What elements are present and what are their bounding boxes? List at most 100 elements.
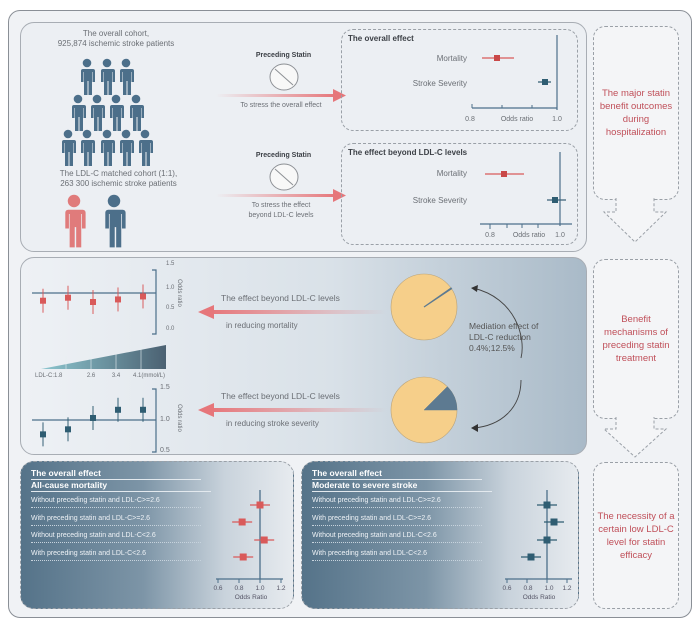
forest-row-label: Without preceding statin and LDL-C>=2.6	[312, 494, 482, 508]
ldl-label: LDL-C:1.8	[35, 373, 63, 379]
data-point	[239, 553, 247, 561]
br-subtitle: Moderate to severe stroke	[312, 480, 492, 492]
tick-min: 0.8	[465, 116, 475, 123]
side-text: The major statin benefit outcomes during…	[599, 88, 673, 138]
tick: 1.2	[276, 585, 286, 592]
row-stroke-severity: Stroke Severity	[412, 79, 467, 88]
tick: 0.8	[523, 585, 533, 592]
person-icon	[139, 129, 153, 166]
br-forest-plot	[505, 490, 572, 583]
person-icon	[120, 129, 134, 166]
mortality-mini-chart	[32, 269, 157, 335]
panel-mechanisms: 1.5 1.0 0.5 0.0 Odds ratio Odds ratio 1.…	[20, 257, 587, 455]
preceding-statin-label-2: Preceding Statin	[255, 152, 312, 159]
person-icon	[91, 94, 105, 131]
x-label: Odds ratio	[512, 232, 546, 239]
mortality-arrow	[211, 310, 386, 314]
person-icon	[120, 58, 134, 95]
forest-beyond-box: The effect beyond LDL-C levels Mortality…	[341, 143, 578, 245]
tick: 1.5	[166, 261, 175, 267]
top-arrow-caption: To stress the overall effect	[240, 102, 322, 109]
pill-icon	[269, 163, 299, 191]
panel-outcomes: The overall cohort, 925,874 ischemic str…	[20, 22, 587, 252]
ldl-label: 4.1(mmol/L)	[132, 373, 165, 379]
tick-max: 1.0	[555, 232, 565, 239]
tick: 1.0	[166, 285, 175, 291]
data-point	[65, 426, 71, 433]
mechanism-graphics	[32, 269, 523, 453]
data-point	[40, 297, 46, 304]
panel-moderate-severe-stroke: The overall effect Moderate to severe st…	[301, 461, 579, 609]
data-point	[238, 518, 246, 526]
severity-mini-chart	[32, 388, 157, 453]
top-arrow	[216, 63, 346, 102]
data-point	[543, 536, 551, 544]
point-mortality	[494, 55, 500, 61]
data-point	[90, 414, 96, 421]
forest-beyond-title: The effect beyond LDL-C levels	[348, 148, 468, 157]
forest-row-label: Without preceding statin and LDL-C<2.6	[31, 529, 201, 543]
mediation-label: Mediation effect of LDL-C reduction 0.4%…	[469, 321, 569, 354]
x-label: Odds Ratio	[522, 594, 556, 601]
x-label: Odds Ratio	[234, 594, 268, 601]
point-mortality	[501, 171, 507, 177]
data-point	[550, 518, 558, 526]
data-point	[256, 501, 264, 509]
side-box-mechanisms: Benefit mechanisms of preceding statin t…	[593, 259, 679, 419]
mort-ylabel: Odds ratio	[176, 279, 182, 307]
person-icon	[101, 129, 115, 166]
pie-slice	[423, 386, 458, 411]
data-point	[115, 406, 121, 413]
pie-mortality	[390, 273, 458, 341]
panel-all-cause-mortality: The overall effect All-cause mortality W…	[20, 461, 294, 609]
row-stroke-severity: Stroke Severity	[412, 196, 467, 205]
forest-row-label: With preceding statin and LDL-C<2.6	[312, 547, 482, 561]
forest-row-label: With preceding statin and LDL-C>=2.6	[312, 512, 482, 526]
forest-row-label: Without preceding statin and LDL-C>=2.6	[31, 494, 201, 508]
tick: 1.2	[562, 585, 572, 592]
tick: 0.0	[166, 326, 175, 332]
point-severity	[542, 79, 548, 85]
data-point	[140, 406, 146, 413]
matched-cohort-line2: 263 300 ischemic stroke patients	[60, 179, 177, 188]
forest-overall-title: The overall effect	[348, 34, 414, 43]
person-icon	[130, 94, 144, 131]
ldl-gradient-wedge	[41, 345, 166, 369]
tick-min: 0.8	[485, 232, 495, 239]
data-point	[527, 553, 535, 561]
overall-cohort-line1: The overall cohort,	[82, 29, 150, 38]
data-point	[115, 296, 121, 303]
matched-cohort-line1: The LDL-C matched cohort (1:1),	[59, 169, 178, 178]
bottom-arrow-caption: To stress the effect beyond LDL-C levels	[216, 201, 346, 221]
point-severity	[552, 197, 558, 203]
forest-row-label: With preceding statin and LDL-C>=2.6	[31, 512, 201, 526]
severity-effect-sub: in reducing stroke severity	[226, 419, 319, 428]
caption-line: To stress the effect	[251, 202, 311, 209]
statin-user-icon	[65, 194, 86, 248]
data-point	[40, 431, 46, 438]
mortality-effect-sub: in reducing mortality	[226, 321, 298, 330]
mediation-line: Mediation effect of	[469, 321, 539, 331]
forest-row-label: With preceding statin and LDL-C<2.6	[31, 547, 201, 561]
person-icon	[81, 129, 95, 166]
down-arrow-icon	[602, 198, 668, 243]
bl-forest-plot	[216, 490, 283, 583]
forest-overall-plot	[471, 35, 558, 110]
br-title: The overall effect	[312, 468, 482, 480]
pill-icon	[269, 63, 299, 91]
row-mortality: Mortality	[436, 169, 467, 178]
tick: 1.5	[160, 384, 170, 391]
preceding-statin-label: Preceding Statin	[255, 52, 312, 59]
tick: 1.0	[255, 585, 265, 592]
person-icon	[62, 129, 76, 166]
ldl-label: 2.6	[86, 373, 96, 379]
overall-cohort-line2: 925,874 ischemic stroke patients	[57, 39, 175, 48]
people-icons	[62, 58, 153, 248]
bl-title: The overall effect	[31, 468, 201, 480]
person-icon	[72, 94, 86, 131]
matched-cohort-label: The LDL-C matched cohort (1:1), 263 300 …	[26, 169, 211, 189]
tick: 1.0	[160, 416, 170, 423]
tick: 0.8	[234, 585, 244, 592]
data-point	[543, 501, 551, 509]
ldl-label: 3.4	[111, 373, 121, 379]
